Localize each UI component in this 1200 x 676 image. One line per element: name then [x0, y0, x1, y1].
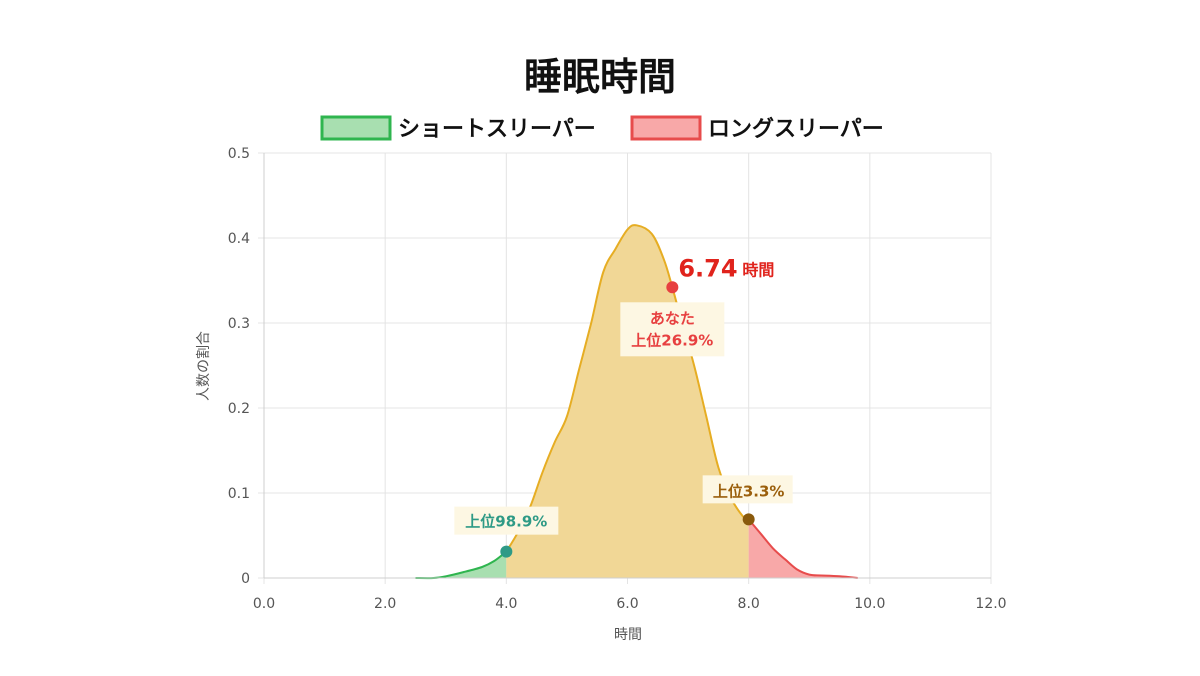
long-sleeper-line	[747, 518, 858, 579]
y-axis-title: 人数の割合	[195, 331, 212, 401]
x-tick-label: 0.0	[253, 596, 275, 612]
y-tick-label: 0.5	[228, 146, 250, 162]
x-tick-label: 2.0	[374, 596, 396, 612]
short-marker-label-bg	[454, 506, 559, 535]
y-tick-label: 0.3	[228, 316, 250, 332]
you-marker-label-line2: 上位26.9%	[631, 331, 713, 349]
plot-areas	[415, 224, 858, 580]
short-marker-point	[500, 545, 513, 558]
long-marker-label: 上位3.3%	[713, 482, 785, 500]
long-marker-point	[742, 513, 755, 526]
axes	[263, 153, 991, 579]
legend-swatch-long	[630, 115, 702, 141]
legend-label-short: ショートスリーパー	[398, 117, 596, 142]
y-tick-label: 0	[241, 571, 250, 587]
short-sleeper-area	[415, 551, 507, 579]
chart-title: 睡眠時間	[524, 55, 676, 99]
you-value-label: 6.74	[678, 254, 737, 282]
long-sleeper-area	[748, 519, 858, 578]
legend-label-long: ロングスリーパー	[708, 116, 884, 142]
legend[interactable]: ショートスリーパー ロングスリーパー	[320, 115, 884, 142]
x-tick-label: 4.0	[495, 596, 517, 612]
y-tick-label: 0.4	[228, 231, 250, 247]
long-marker-label-bg	[702, 475, 793, 504]
x-tick-label: 10.0	[854, 596, 885, 612]
y-tick-label: 0.1	[228, 486, 250, 502]
normal-sleeper-area	[506, 225, 749, 578]
short-marker-label: 上位98.9%	[465, 513, 547, 531]
legend-swatch-short	[320, 115, 392, 141]
normal-sleeper-line	[505, 224, 750, 553]
you-value-unit: 時間	[742, 260, 774, 279]
y-tick-label: 0.2	[228, 401, 250, 417]
you-marker-label-bg	[620, 302, 725, 357]
x-axis-title: 時間	[614, 627, 642, 643]
grid: 0.0 2.0 4.0 6.0 8.0 10.0 12.0 0 0.1 0.2 0.3 0.4 0.5	[228, 146, 1007, 612]
you-marker-point	[666, 281, 679, 294]
you-marker-label-line1: あなた	[650, 309, 695, 327]
x-tick-label: 6.0	[616, 596, 638, 612]
x-tick-label: 8.0	[738, 596, 760, 612]
x-tick-label: 12.0	[975, 596, 1006, 612]
